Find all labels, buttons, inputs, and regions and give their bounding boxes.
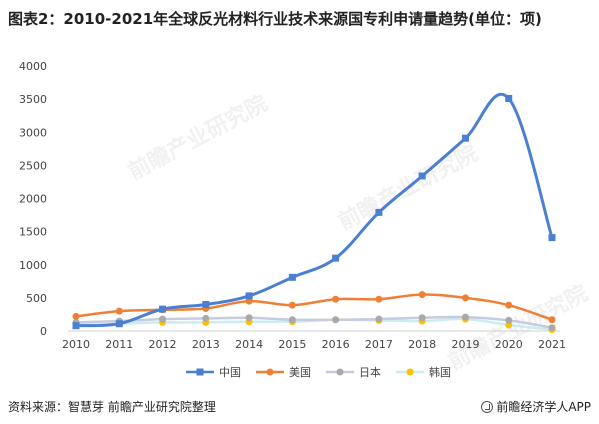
legend-marker-美国 [266,368,274,376]
data-point-中国 [375,208,383,216]
data-point-日本 [461,313,469,321]
brand-name: 前瞻经济学人APP [496,400,591,414]
data-point-日本 [418,314,426,322]
data-point-美国 [332,295,340,303]
series-line-日本 [74,315,554,329]
data-point-中国 [72,322,80,330]
data-point-中国 [548,234,556,242]
y-tick-label: 2000 [19,193,47,206]
data-point-美国 [505,301,513,309]
x-tick-label: 2016 [322,338,350,351]
data-point-美国 [72,312,80,320]
data-point-中国 [332,254,340,262]
data-point-美国 [245,297,253,305]
legend-label-韩国: 韩国 [429,365,451,379]
data-point-中国 [159,305,167,313]
legend-marker-韩国 [406,368,414,376]
data-point-中国 [115,320,123,328]
data-point-日本 [332,316,340,324]
y-tick-label: 3500 [19,93,47,106]
y-tick-label: 4000 [19,60,47,73]
data-point-日本 [245,314,253,322]
brand-logo-icon [481,400,494,413]
series-line-中国 [74,92,554,328]
data-point-美国 [461,294,469,302]
data-point-日本 [159,315,167,323]
data-point-中国 [505,94,513,102]
data-point-日本 [375,315,383,323]
x-tick-label: 2012 [149,338,177,351]
data-point-中国 [245,292,253,300]
series-line-美国 [74,293,554,321]
y-tick-label: 0 [40,325,47,338]
x-tick-label: 2021 [538,338,566,351]
x-tick-label: 2018 [408,338,436,351]
data-point-美国 [375,295,383,303]
y-tick-label: 3000 [19,126,47,139]
x-tick-label: 2019 [451,338,479,351]
y-tick-label: 2500 [19,159,47,172]
data-point-日本 [202,314,210,322]
legend-marker-日本 [336,368,344,376]
x-tick-label: 2010 [62,338,90,351]
data-point-美国 [288,301,296,309]
legend-marker-中国 [196,368,204,376]
x-tick-label: 2017 [365,338,393,351]
y-tick-label: 500 [26,292,47,305]
brand-credit: 前瞻经济学人APP [481,398,591,415]
y-tick-label: 1000 [19,259,47,272]
chart-title: 图表2：2010-2021年全球反光材料行业技术来源国专利申请量趋势(单位：项) [8,10,542,28]
data-point-日本 [548,324,556,332]
y-tick-label: 1500 [19,226,47,239]
x-tick-label: 2013 [192,338,220,351]
source-note: 资料来源：智慧芽 前瞻产业研究院整理 [8,400,216,414]
data-point-中国 [288,273,296,281]
x-tick-label: 2014 [235,338,263,351]
data-point-中国 [202,301,210,308]
legend-label-中国: 中国 [219,366,241,379]
data-point-美国 [418,291,426,299]
x-tick-label: 2015 [278,338,306,351]
x-tick-label: 2020 [495,338,523,351]
data-point-美国 [548,316,556,324]
data-point-中国 [461,134,469,142]
x-tick-label: 2011 [105,338,133,351]
legend-label-日本: 日本 [359,365,381,379]
legend-label-美国: 美国 [289,366,311,379]
data-point-美国 [115,307,123,315]
data-point-日本 [288,316,296,324]
data-point-中国 [418,172,426,180]
data-point-日本 [505,316,513,324]
